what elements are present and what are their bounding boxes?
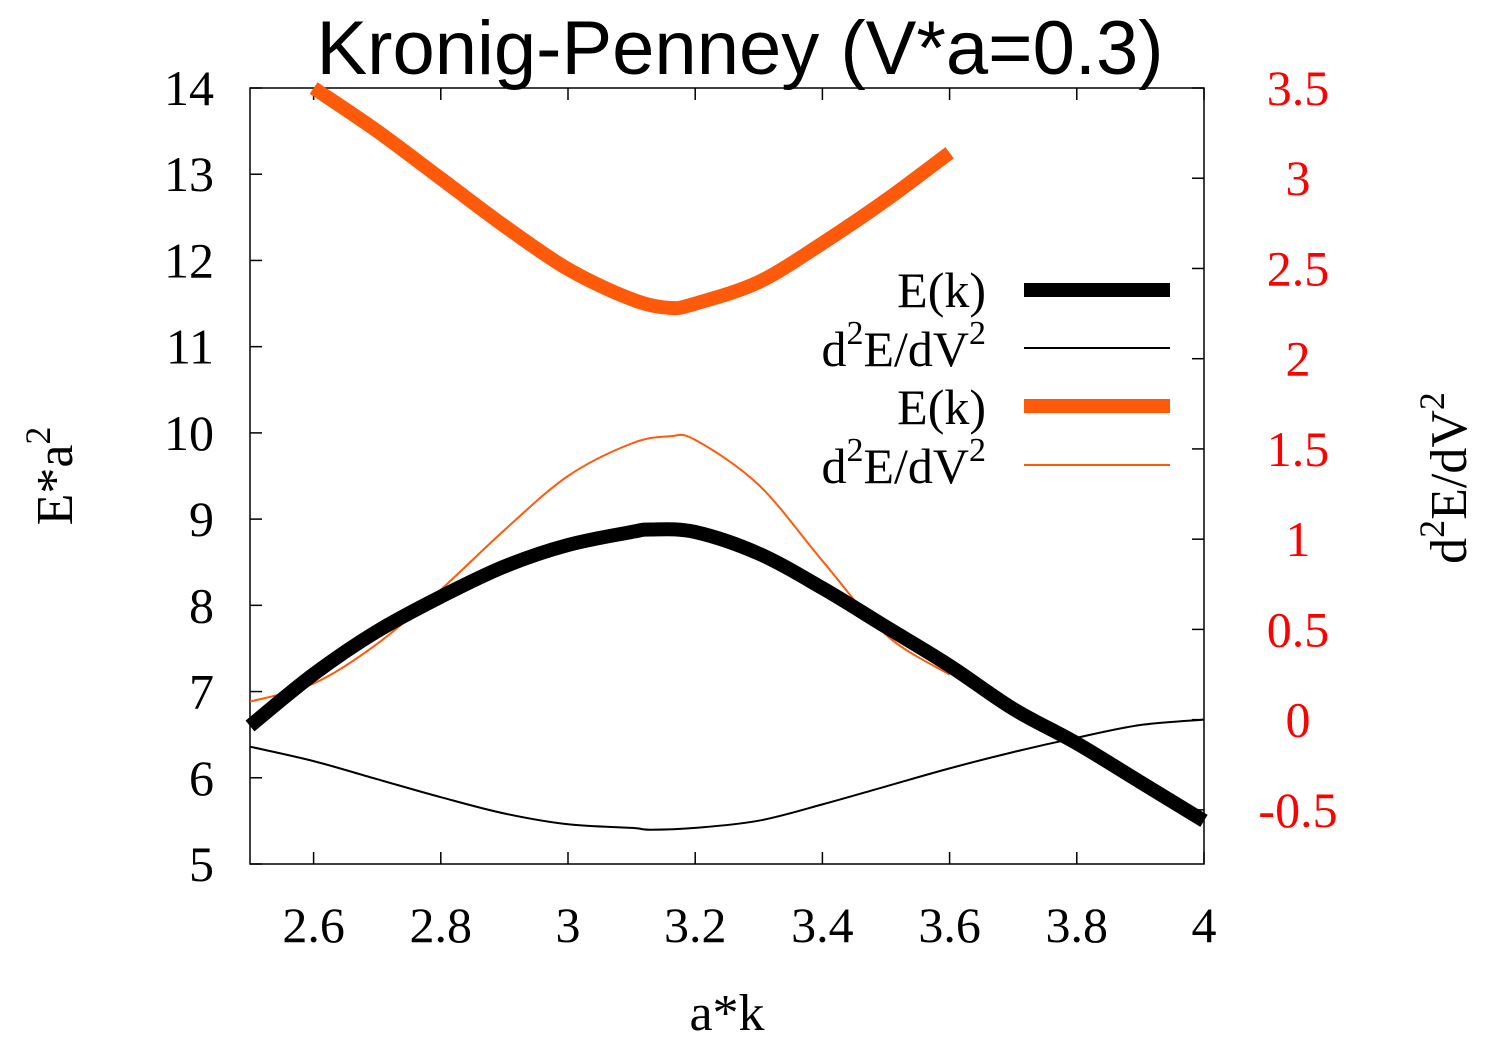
legend-label-3-text: E(k) xyxy=(897,379,986,435)
y-tick-label: 14 xyxy=(164,60,214,116)
legend-label-4-sup2: 2 xyxy=(969,432,986,469)
y2-axis-label: d2E/dV2 xyxy=(1412,392,1478,564)
legend-label-4: d2E/dV2 xyxy=(821,432,986,494)
y-axis-left: 5 6 7 8 9 10 11 12 13 14 xyxy=(164,60,262,892)
y2-tick-label: -0.5 xyxy=(1258,782,1337,838)
y-tick-label: 9 xyxy=(189,491,214,547)
y2-tick-label: 3 xyxy=(1286,150,1311,206)
legend-label-2-pre: d xyxy=(821,321,846,377)
y2-axis-label-pre: d xyxy=(1421,538,1478,564)
x-tick-label: 3.6 xyxy=(918,897,981,953)
legend-label-2-sup2: 2 xyxy=(969,315,986,352)
legend-label-1-text: E(k) xyxy=(897,262,986,318)
y-tick-label: 10 xyxy=(164,405,214,461)
y2-axis-label-sup2: 2 xyxy=(1412,392,1452,410)
y-axis-right: -0.5 0 0.5 1 1.5 2 2.5 3 3.5 xyxy=(1192,60,1338,838)
legend-label-3: E(k) xyxy=(897,379,986,435)
y-tick-label: 11 xyxy=(166,319,214,375)
legend-label-4-pre: d xyxy=(821,438,846,494)
y-tick-label: 13 xyxy=(164,146,214,202)
legend-label-2: d2E/dV2 xyxy=(821,315,986,377)
y2-tick-label: 2.5 xyxy=(1267,240,1330,296)
legend-label-4-mid: E/dV xyxy=(863,438,969,494)
x-axis-label: a*k xyxy=(689,985,764,1038)
series-e-k-black xyxy=(245,522,1208,827)
legend-label-2-sup1: 2 xyxy=(846,315,863,352)
y-tick-label: 5 xyxy=(189,836,214,892)
x-tick-label: 4 xyxy=(1192,897,1217,953)
x-tick-label: 2.8 xyxy=(410,897,473,953)
series-d2e-dv2-orange xyxy=(249,433,951,703)
y2-tick-label: 1.5 xyxy=(1267,421,1330,477)
series-d2e-dv2-black xyxy=(249,718,1205,831)
plot-area xyxy=(249,87,1205,865)
series-lines xyxy=(245,82,1208,831)
y2-axis-label-mid: E/dV xyxy=(1421,410,1478,520)
x-tick-label: 3 xyxy=(556,897,581,953)
x-axis: 2.6 2.8 3 3.2 3.4 3.6 3.8 4 xyxy=(282,88,1217,953)
plot-frame xyxy=(249,87,1205,865)
y-axis-label: E*a2 xyxy=(18,427,84,526)
x-tick-label: 3.2 xyxy=(664,897,727,953)
legend-label-1: E(k) xyxy=(897,262,986,318)
y-tick-label: 8 xyxy=(189,577,214,633)
y-tick-label: 7 xyxy=(189,664,214,720)
x-tick-label: 3.4 xyxy=(791,897,854,953)
y-tick-label: 12 xyxy=(164,232,214,288)
y2-tick-label: 1 xyxy=(1286,511,1311,567)
y2-axis-label-sup1: 2 xyxy=(1412,520,1452,538)
x-tick-label: 3.8 xyxy=(1046,897,1109,953)
y2-tick-label: 2 xyxy=(1286,331,1311,387)
legend-swatches xyxy=(1024,283,1170,466)
y-tick-label: 6 xyxy=(189,750,214,806)
series-e-k-orange xyxy=(309,82,954,316)
legend-label-4-sup1: 2 xyxy=(846,432,863,469)
legend-label-2-mid: E/dV xyxy=(863,321,969,377)
x-tick-label: 2.6 xyxy=(282,897,345,953)
y-axis-label-sup: 2 xyxy=(18,427,58,445)
y2-tick-label: 0.5 xyxy=(1267,601,1330,657)
y2-tick-label: 0 xyxy=(1286,692,1311,748)
legend: E(k) d2E/dV2 E(k) d2E/dV2 xyxy=(821,262,1170,494)
y-axis-label-base: E*a xyxy=(27,445,84,526)
chart-title: Kronig-Penney (V*a=0.3) xyxy=(316,6,1163,91)
y2-tick-label: 3.5 xyxy=(1267,60,1330,116)
